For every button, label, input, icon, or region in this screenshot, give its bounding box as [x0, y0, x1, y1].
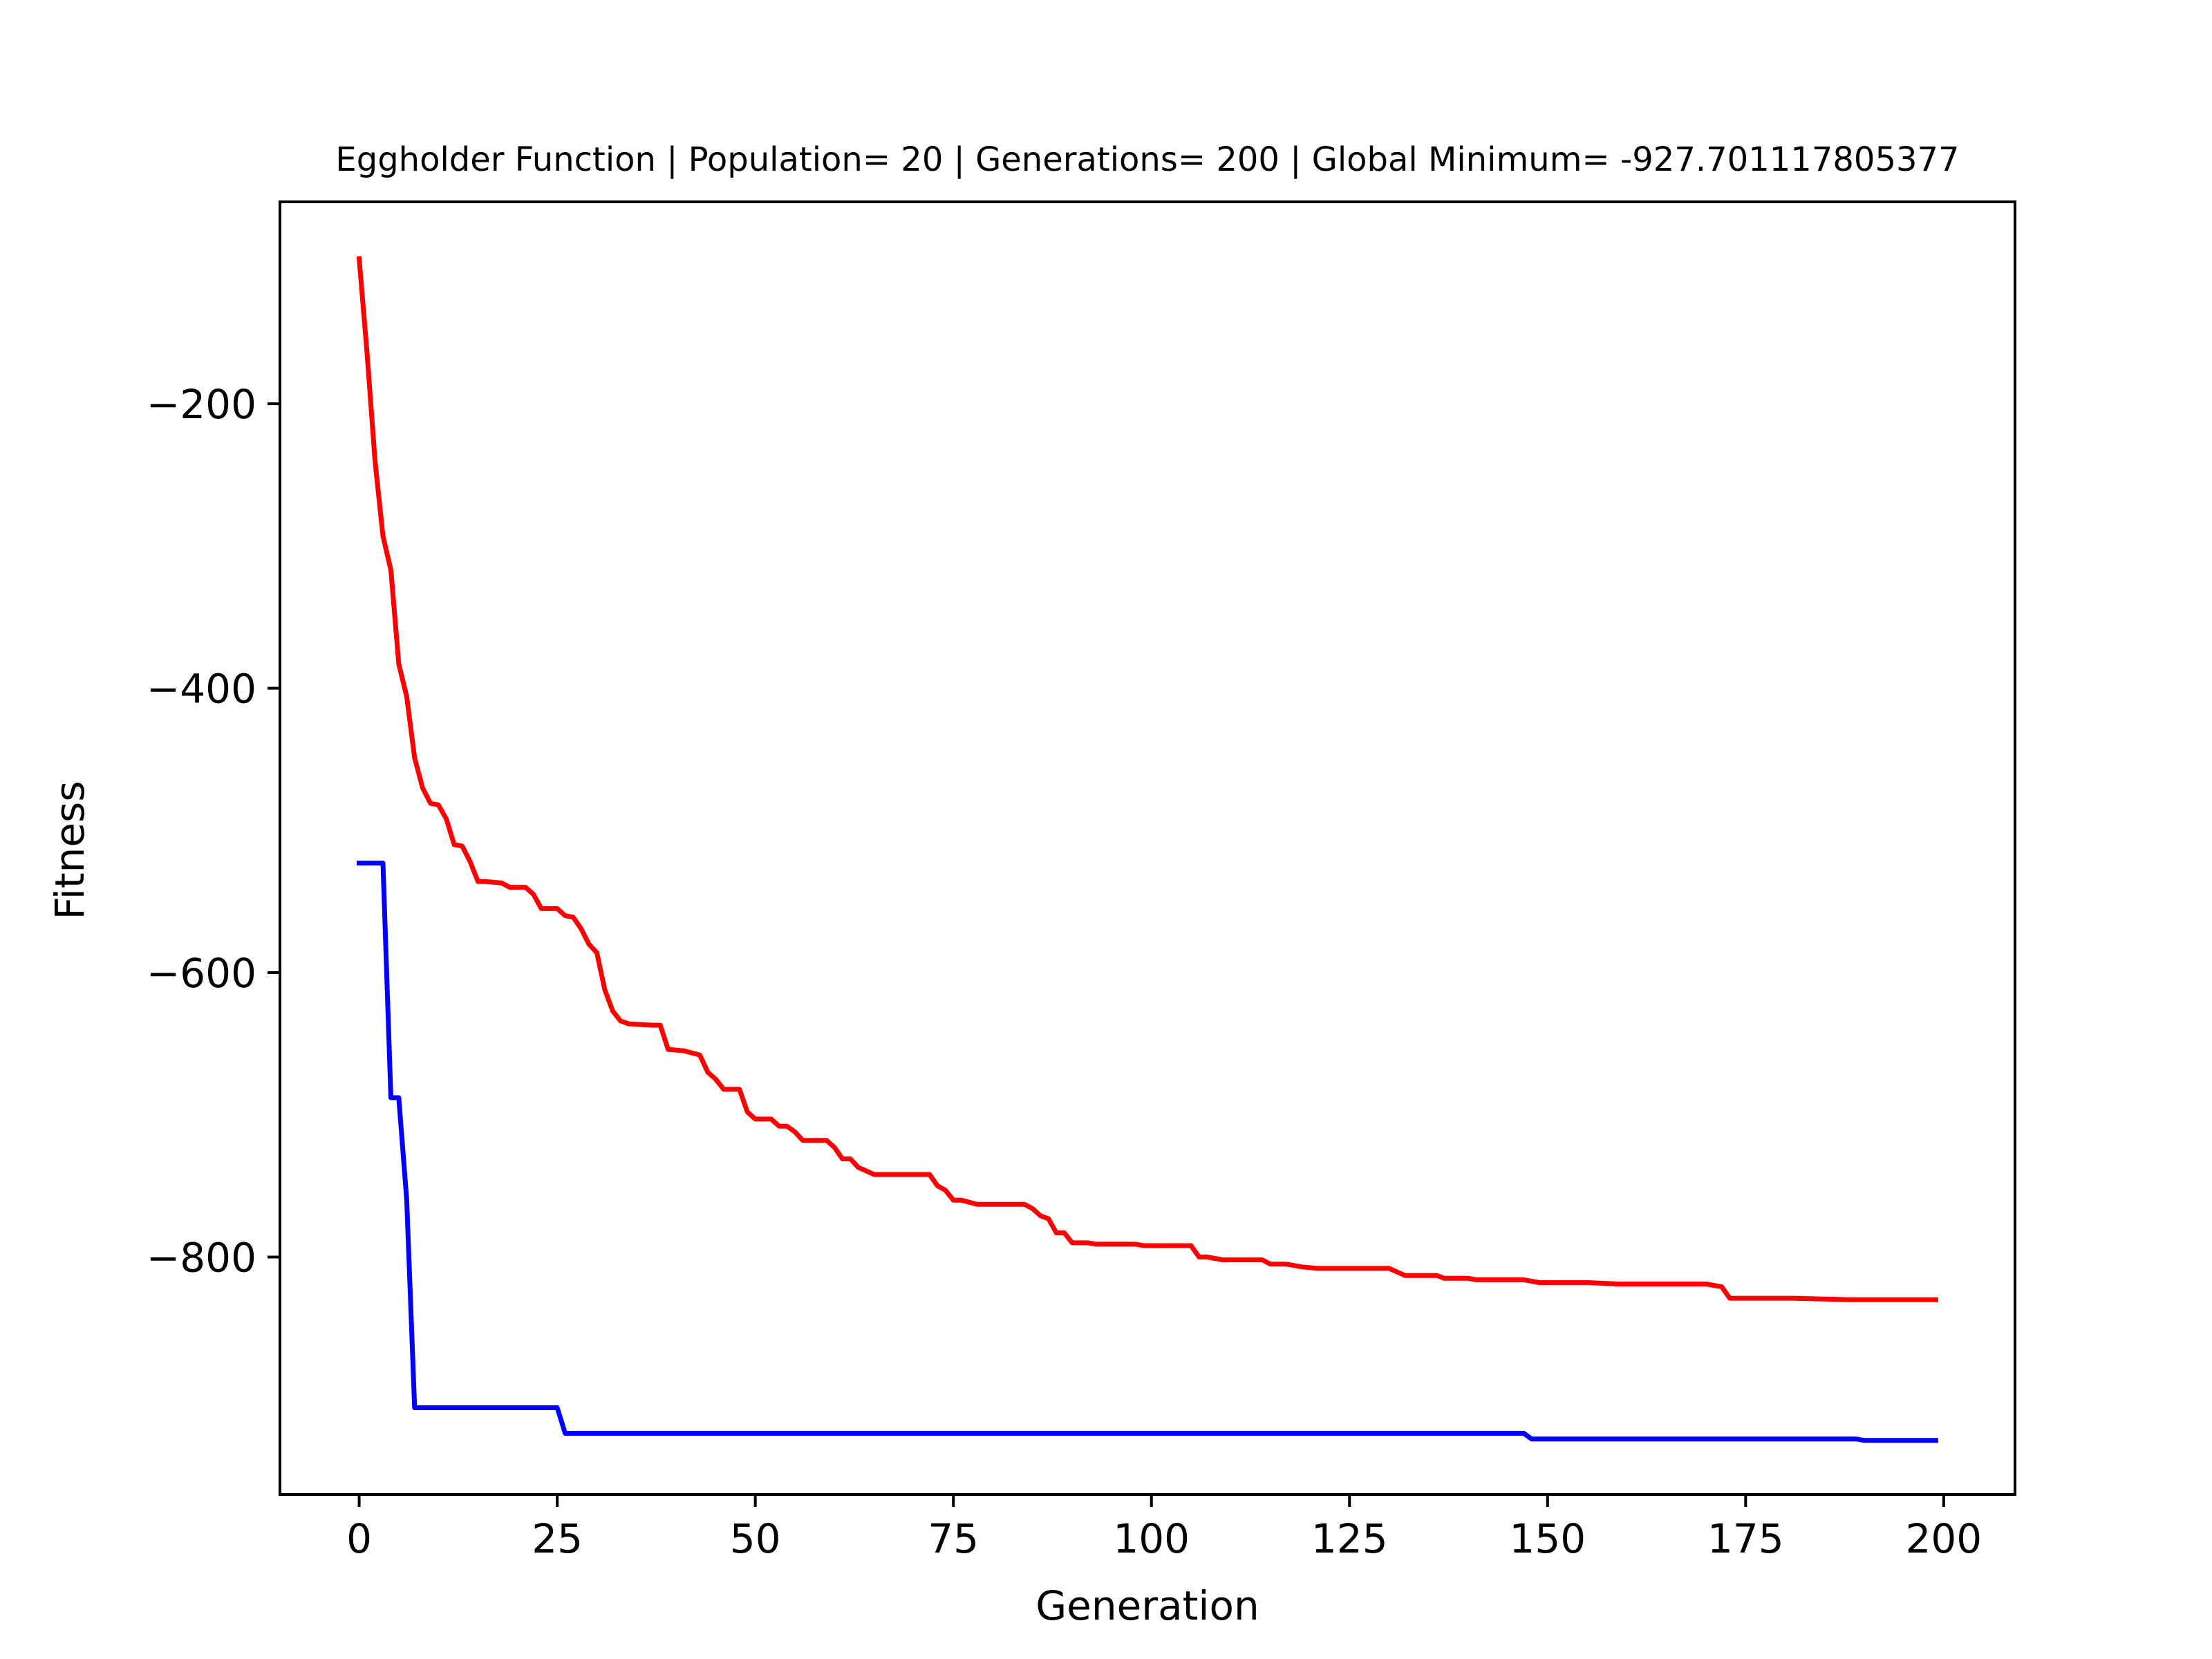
x-tick-label: 200: [1905, 1515, 1982, 1562]
chart-title: Eggholder Function | Population= 20 | Ge…: [335, 140, 1959, 179]
series-layer: [356, 256, 1938, 1443]
y-tick-label: −600: [147, 950, 256, 997]
x-tick-label: 175: [1707, 1515, 1784, 1562]
series-line-1: [356, 256, 1938, 1302]
x-tick-label: 50: [730, 1515, 781, 1562]
x-axis: 0 25 50 75 100 125 150 175 200: [346, 1494, 1982, 1562]
x-axis-title: Generation: [1035, 1582, 1259, 1629]
x-tick-label: 100: [1113, 1515, 1190, 1562]
y-tick-label: −200: [147, 381, 256, 428]
series-line-2: [357, 861, 1938, 1443]
plot-area: [279, 200, 2016, 1496]
x-tick-label: 150: [1509, 1515, 1586, 1562]
x-tick-label: 125: [1311, 1515, 1388, 1562]
x-tick-label: 0: [346, 1515, 372, 1562]
y-tick-label: −400: [147, 666, 256, 713]
x-tick-label: 25: [532, 1515, 583, 1562]
y-tick-label: −800: [147, 1234, 256, 1281]
y-axis: −200 −400 −600 −800: [147, 381, 280, 1281]
plot-frame: [279, 200, 2016, 1496]
x-tick-label: 75: [928, 1515, 979, 1562]
y-axis-title: Fitness: [46, 781, 93, 920]
